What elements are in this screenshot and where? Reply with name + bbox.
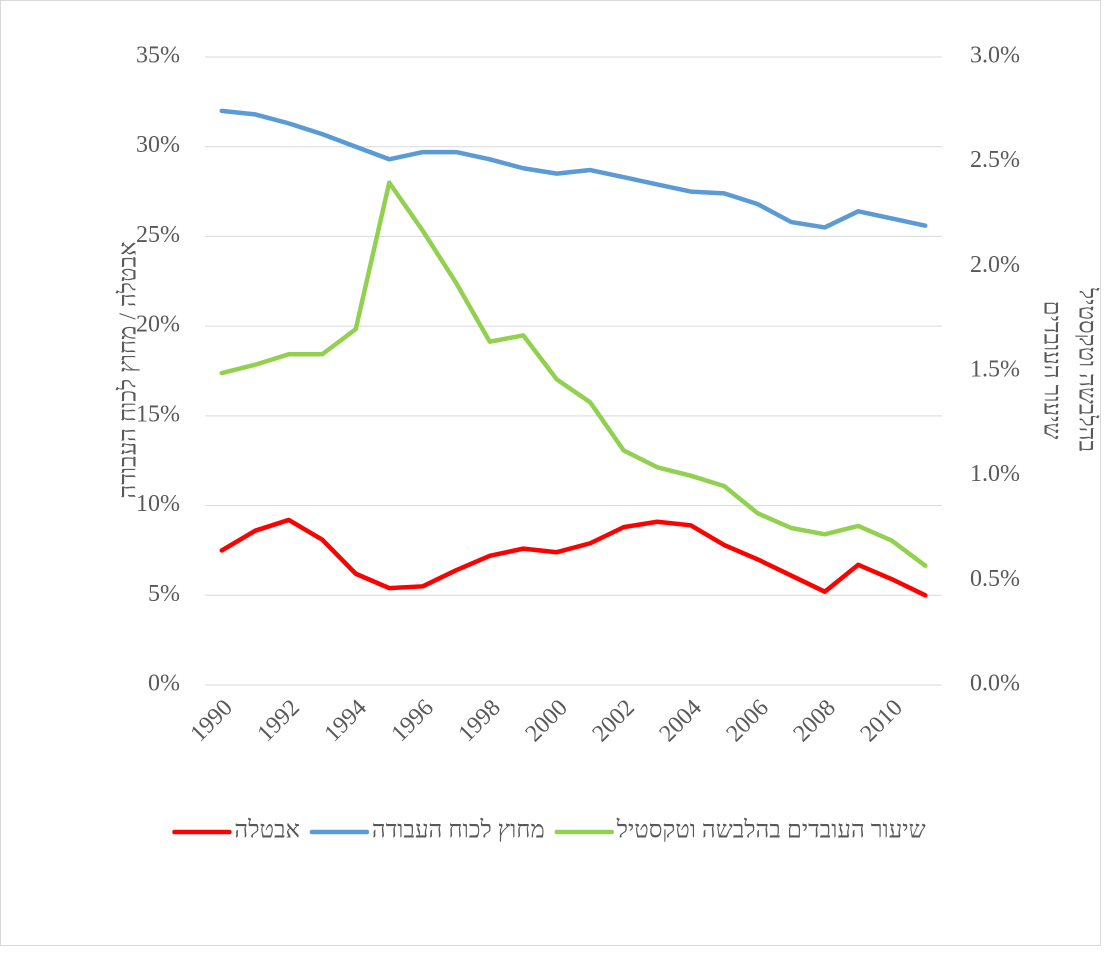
- y2-axis-title: שיעור העובדים: [1038, 301, 1064, 440]
- legend-label: שיעור העובדים בהלבשה וטקסטיל: [616, 818, 926, 844]
- line-series: [219, 108, 928, 230]
- y-axis-title: אבטלה / מחוץ לכוח העבודה: [116, 242, 142, 499]
- y-tick-label: 15%: [136, 401, 180, 427]
- legend-label: מחוץ לכוח העבודה: [372, 818, 545, 844]
- y2-axis-title: בהלבשה וטקסטיל: [1073, 287, 1099, 452]
- y-tick-label: 5%: [148, 581, 180, 607]
- y2-tick-label: 2.0%: [970, 252, 1020, 278]
- legend-label: אבטלה: [234, 818, 300, 844]
- y2-tick-label: 0.5%: [970, 566, 1020, 592]
- y2-tick-label: 1.5%: [970, 357, 1020, 383]
- line-series: [219, 517, 928, 598]
- y-tick-label: 35%: [136, 43, 180, 69]
- y2-tick-label: 0.0%: [970, 671, 1020, 697]
- y-tick-label: 25%: [136, 222, 180, 248]
- line-series: [219, 180, 928, 568]
- y2-tick-label: 3.0%: [970, 43, 1020, 69]
- y-tick-label: 20%: [136, 312, 180, 338]
- y-tick-label: 30%: [136, 132, 180, 158]
- y2-tick-label: 2.5%: [970, 147, 1020, 173]
- y2-tick-label: 1.0%: [970, 461, 1020, 487]
- y-tick-label: 0%: [148, 671, 180, 697]
- y-tick-label: 10%: [136, 491, 180, 517]
